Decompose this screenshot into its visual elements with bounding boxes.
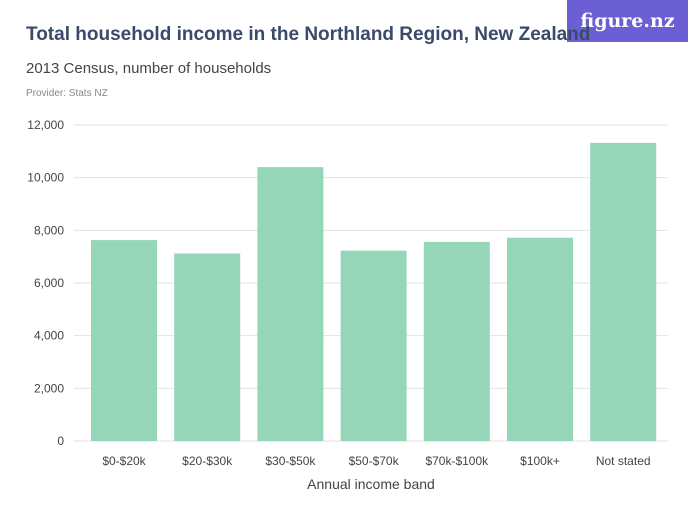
y-tick-label: 6,000 (34, 276, 64, 290)
figure-nz-logo[interactable]: figure.nz (567, 0, 688, 42)
y-tick-label: 10,000 (27, 171, 64, 185)
chart-subtitle: 2013 Census, number of households (26, 60, 272, 77)
bar-0-20k (91, 240, 157, 441)
bar-30-50k (257, 167, 324, 441)
x-tick-label: $70k-$100k (425, 454, 489, 468)
y-tick-label: 12,000 (27, 118, 64, 132)
y-tick-label: 4,000 (34, 329, 64, 343)
y-tick-label: 0 (57, 434, 64, 448)
x-axis-title: Annual income band (307, 476, 435, 492)
bar-70k-100k (423, 241, 490, 441)
bar-100k (507, 237, 573, 441)
x-tick-label: $0-$20k (102, 454, 146, 468)
x-tick-label: $100k+ (520, 454, 560, 468)
logo-text: figure.nz (580, 10, 675, 32)
chart-title: Total household income in the Northland … (26, 24, 591, 45)
x-tick-label: $30-$50k (265, 454, 316, 468)
bars (91, 142, 657, 441)
bar-20-30k (174, 253, 241, 441)
y-axis-ticks: 0 2,000 4,000 6,000 8,000 10,000 12,000 (27, 118, 64, 448)
bar-not-stated (590, 142, 657, 441)
provider-note: Provider: Stats NZ (26, 88, 108, 99)
bar-50-70k (340, 250, 407, 441)
x-tick-label: Not stated (596, 454, 651, 468)
y-tick-label: 8,000 (34, 223, 64, 237)
x-axis-labels: $0-$20k $20-$30k $30-$50k $50-$70k $70k-$100… (102, 454, 650, 468)
y-tick-label: 2,000 (34, 381, 64, 395)
x-tick-label: $50-$70k (349, 454, 400, 468)
x-tick-label: $20-$30k (182, 454, 233, 468)
